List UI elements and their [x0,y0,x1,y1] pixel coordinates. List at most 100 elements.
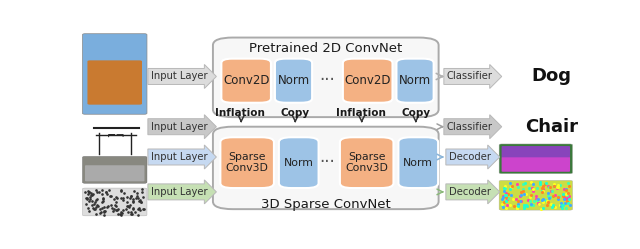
Point [118,208,128,212]
Point [116,213,126,217]
Point [508,197,518,201]
Point [527,186,537,190]
Point [85,195,95,199]
Point [107,205,117,209]
Point [564,184,574,187]
Point [90,207,100,211]
Point [128,207,138,211]
Point [515,199,525,203]
Point [81,202,92,206]
Point [511,197,522,201]
Text: Classifier: Classifier [447,71,493,81]
Point [111,195,122,199]
Point [554,197,564,201]
Point [89,207,99,211]
Point [503,192,513,196]
Point [125,196,136,200]
Point [99,209,109,213]
Point [111,208,121,212]
Point [543,194,554,198]
Text: Decoder: Decoder [449,187,491,197]
Point [129,196,139,200]
FancyBboxPatch shape [399,137,438,188]
Point [537,188,547,192]
Point [535,181,545,185]
Text: Chair: Chair [525,118,578,136]
Point [115,210,125,214]
Point [113,207,124,211]
Point [519,192,529,196]
FancyBboxPatch shape [502,157,570,172]
Point [520,181,530,185]
Point [547,204,557,208]
Point [128,200,138,204]
Point [562,193,572,197]
Point [106,203,116,207]
Point [544,185,554,189]
Text: Copy: Copy [401,108,430,118]
Point [563,194,573,198]
Point [556,201,566,205]
Point [117,211,127,215]
Text: Conv2D: Conv2D [223,74,269,87]
Point [106,193,116,197]
FancyBboxPatch shape [221,59,271,103]
Text: Decoder: Decoder [449,152,491,162]
Point [525,193,536,197]
Point [528,187,538,191]
Point [134,199,144,203]
Point [548,203,558,207]
Point [99,205,109,209]
Point [92,197,102,201]
Point [138,187,148,191]
Point [84,209,94,213]
Text: ⌐¬: ⌐¬ [107,132,125,142]
Point [127,206,138,210]
Point [499,186,509,189]
Point [499,200,509,204]
Point [87,203,97,207]
Point [99,197,109,201]
Text: Inflation: Inflation [336,108,386,118]
Point [515,194,525,198]
Point [81,196,92,200]
Point [531,193,541,197]
Point [548,184,559,188]
Point [519,203,529,207]
Point [506,193,516,197]
Point [98,195,108,199]
Text: ···: ··· [319,153,335,171]
Point [534,202,544,206]
Point [80,189,90,193]
Point [509,204,520,208]
Point [544,195,554,199]
Point [125,203,135,207]
FancyBboxPatch shape [499,180,573,210]
Point [86,193,96,197]
Point [558,203,568,207]
Point [83,192,93,196]
Point [541,181,551,185]
Point [528,182,538,186]
FancyBboxPatch shape [502,146,570,157]
FancyBboxPatch shape [83,156,147,183]
Point [88,206,99,210]
Point [538,187,548,191]
Point [529,199,539,203]
Point [541,199,552,203]
Point [501,197,511,201]
Point [133,196,143,200]
Point [86,191,97,195]
Text: Dog: Dog [531,67,572,85]
Point [120,207,131,211]
Text: 3D Sparse ConvNet: 3D Sparse ConvNet [261,198,390,211]
Point [549,184,559,188]
Point [116,188,127,192]
Point [122,200,132,204]
Point [127,212,137,216]
Point [563,181,573,185]
Point [101,190,111,194]
Point [550,205,560,209]
Point [561,196,572,200]
Point [91,204,101,208]
